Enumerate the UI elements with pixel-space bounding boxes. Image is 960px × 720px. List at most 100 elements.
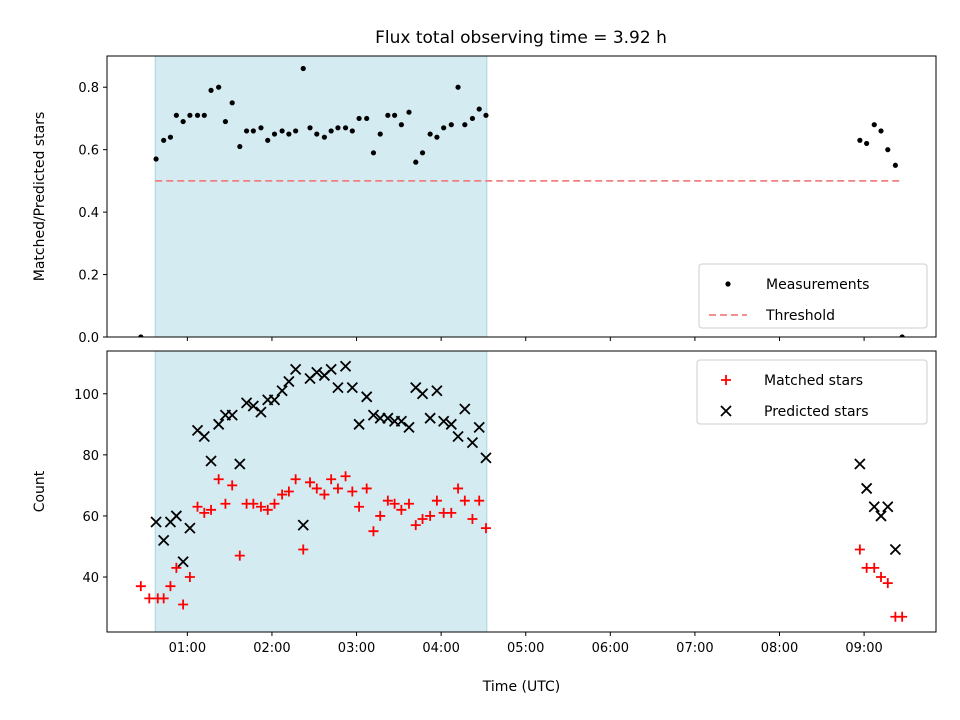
measurements-point [406,109,412,115]
x-tick-label: 01:00 [169,641,206,656]
matched-stars-point [389,498,400,509]
x-tick-label: 02:00 [253,641,290,656]
measurements-point [398,122,404,128]
matched-stars-point [213,474,224,485]
measurements-point [857,137,863,143]
plot-area [138,65,905,337]
predicted-stars-point [339,360,352,372]
y-tick-label: 0.2 [78,269,99,284]
matched-stars-point [459,495,470,506]
matched-stars-point [474,495,485,506]
measurements-point [321,134,328,140]
x-tick-label: 09:00 [845,641,882,656]
predicted-stars-point [416,388,429,400]
predicted-stars-point [882,501,894,513]
axes-frame [106,55,937,338]
measurements-point [385,112,391,118]
matched-stars-legend-swatch [721,375,731,385]
measurements-point [455,84,461,90]
measurements-point [878,128,884,134]
x-tick-label: 04:00 [422,641,459,656]
matched-stars-point [311,483,322,494]
y-axis-label: Count [32,470,48,512]
matched-stars-point [165,581,176,592]
matched-stars-point [396,504,407,515]
x-tick-label: 06:00 [592,641,629,656]
measurements-point [258,125,264,131]
measurements-point [871,122,877,128]
measurements-point [293,128,299,134]
predicted-stars-point [875,510,887,522]
predicted-stars-point [283,375,295,388]
matched-stars-point [375,510,386,521]
predicted-stars-point [431,385,443,397]
predicted-stars-point [213,418,225,430]
predicted-stars-point [234,458,246,470]
predicted-stars-point [170,510,183,522]
predicted-stars-point [184,522,196,534]
matched-stars-point [453,483,464,494]
predicted-stars-point [361,391,373,403]
measurements-point [167,134,174,140]
matched-stars-point [158,593,169,604]
observing-window-shading [154,350,488,633]
x-tick-label: 05:00 [507,641,544,656]
measurements-point [300,65,306,72]
measurements-point [307,125,313,131]
matched-stars-point [135,581,146,592]
predicted-stars-point [367,409,380,421]
predicted-stars-point [255,406,267,418]
measurements-point [153,156,159,162]
measurements-point [864,140,870,147]
matched-stars-point [854,544,865,555]
predicted-stars-point [332,382,344,394]
predicted-stars-point [424,412,436,424]
threshold-legend-label: Threshold [765,308,835,324]
measurements-point [250,128,256,134]
predicted-stars-point [353,418,365,430]
predicted-stars-point [198,430,210,443]
measurements-point [173,112,179,118]
matched-stars-point [255,501,266,512]
predicted-stars-point [311,366,323,379]
measurements-point [216,84,222,90]
predicted-stars-point [247,400,259,412]
matched-stars-point [305,477,316,488]
measurements-point [201,112,207,118]
measurements-legend-label: Measurements [766,277,869,293]
legend-box [696,359,928,425]
measurements-point [899,334,905,337]
plot-area [135,360,908,622]
x-tick-label: 08:00 [761,641,798,656]
matched-stars-point [882,578,893,589]
predicted-stars-point [382,412,394,424]
bottom-panel: 40 60 80 100 01:00 02:00 03:00 04:00 05:00 06:00 0… [32,350,937,695]
predicted-stars-point [438,415,450,427]
predicted-stars-point [473,421,485,433]
x-tick-label: 03:00 [338,641,375,656]
matched-stars-point [192,501,203,512]
measurements-point [413,159,419,165]
y-tick-label: 0.8 [78,81,99,96]
y-tick-label: 100 [74,388,99,403]
measurements-point [356,115,362,122]
predicted-stars-point [860,482,873,495]
measurements-point [462,122,468,128]
y-tick-label: 0.4 [78,206,99,221]
matched-stars-point [269,498,280,509]
matched-stars-point [178,599,189,610]
matched-stars-point [283,486,294,497]
measurements-point [419,150,426,156]
predicted-stars-point [325,363,337,375]
predicted-stars-point [240,397,253,409]
measurements-point [161,137,167,143]
matched-stars-point [171,562,182,573]
measurements-point [328,128,334,134]
legend-box [698,263,928,329]
measurements-point [187,112,193,118]
measurements-point [138,334,144,337]
measurements-point [342,125,349,131]
matched-stars-point [446,507,457,518]
matched-stars-point [417,513,428,524]
